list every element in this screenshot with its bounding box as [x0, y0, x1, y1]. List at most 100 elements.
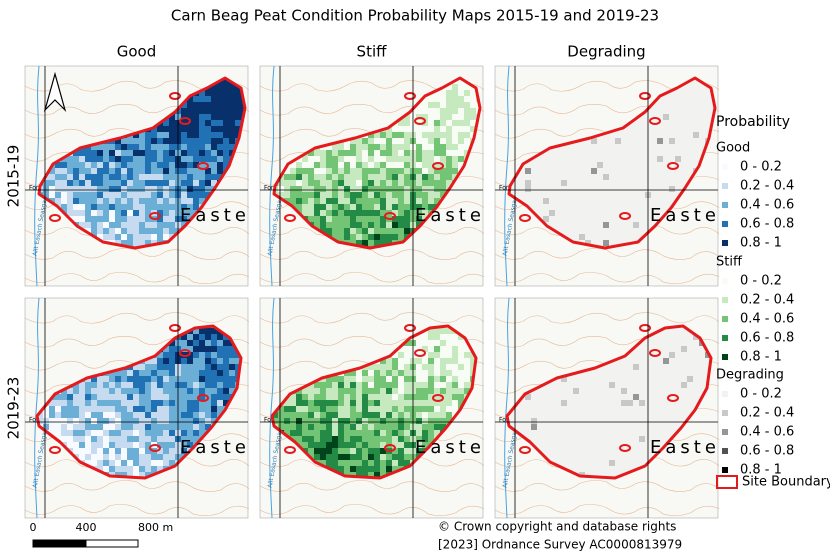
raster-cell: [67, 388, 73, 394]
raster-cell: [627, 144, 633, 150]
raster-cell: [127, 210, 133, 216]
raster-cell: [187, 174, 193, 180]
raster-cell: [109, 394, 115, 400]
raster-cell: [284, 186, 290, 192]
raster-cell: [73, 168, 79, 174]
raster-cell: [115, 168, 121, 174]
raster-cell: [193, 198, 199, 204]
raster-cell: [380, 144, 386, 150]
raster-cell: [205, 156, 211, 162]
raster-cell: [368, 186, 374, 192]
raster-cell: [205, 192, 211, 198]
raster-cell: [145, 168, 151, 174]
raster-cell: [67, 400, 73, 406]
raster-cell: [452, 84, 458, 90]
raster-cell: [362, 216, 368, 222]
raster-cell: [681, 102, 687, 108]
raster-cell: [452, 138, 458, 144]
raster-cell: [452, 114, 458, 120]
raster-cell: [181, 174, 187, 180]
raster-cell: [687, 168, 693, 174]
raster-cell: [181, 340, 187, 346]
raster-cell: [615, 222, 621, 228]
raster-cell: [537, 198, 543, 204]
raster-cell: [73, 388, 79, 394]
raster-cell: [181, 376, 187, 382]
raster-cell: [223, 78, 229, 84]
raster-cell: [573, 216, 579, 222]
raster-cell: [290, 162, 296, 168]
raster-cell: [314, 168, 320, 174]
raster-cell: [211, 144, 217, 150]
raster-cell: [422, 144, 428, 150]
raster-cell: [404, 198, 410, 204]
raster-cell: [145, 156, 151, 162]
raster-cell: [73, 400, 79, 406]
raster-cell: [549, 150, 555, 156]
raster-cell: [428, 150, 434, 156]
raster-cell: [163, 394, 169, 400]
raster-cell: [103, 210, 109, 216]
raster-cell: [404, 150, 410, 156]
raster-cell: [169, 358, 175, 364]
raster-cell: [344, 150, 350, 156]
raster-cell: [561, 156, 567, 162]
raster-cell: [458, 84, 464, 90]
raster-cell: [326, 210, 332, 216]
raster-cell: [519, 192, 525, 198]
raster-cell: [525, 192, 531, 198]
raster-cell: [609, 198, 615, 204]
raster-cell: [193, 388, 199, 394]
place-label: Easte: [650, 205, 720, 226]
raster-cell: [121, 210, 127, 216]
raster-cell: [127, 376, 133, 382]
raster-cell: [639, 228, 645, 234]
raster-cell: [145, 364, 151, 370]
raster-cell: [675, 108, 681, 114]
raster-cell: [133, 156, 139, 162]
raster-cell: [404, 168, 410, 174]
raster-cell: [621, 228, 627, 234]
raster-cell: [187, 388, 193, 394]
raster-cell: [121, 370, 127, 376]
raster-cell: [693, 138, 699, 144]
raster-cell: [705, 108, 711, 114]
raster-cell: [434, 90, 440, 96]
raster-cell: [145, 132, 151, 138]
raster-cell: [585, 186, 591, 192]
raster-cell: [320, 192, 326, 198]
raster-cell: [675, 126, 681, 132]
raster-cell: [651, 210, 657, 216]
raster-cell: [669, 108, 675, 114]
raster-cell: [169, 228, 175, 234]
raster-cell: [603, 216, 609, 222]
raster-cell: [362, 144, 368, 150]
raster-cell: [669, 192, 675, 198]
raster-cell: [151, 198, 157, 204]
raster-cell: [452, 126, 458, 132]
raster-cell: [235, 90, 241, 96]
raster-cell: [217, 174, 223, 180]
raster-cell: [362, 198, 368, 204]
raster-cell: [585, 162, 591, 168]
raster-cell: [85, 150, 91, 156]
raster-cell: [169, 162, 175, 168]
raster-cell: [591, 138, 597, 144]
raster-cell: [169, 394, 175, 400]
raster-cell: [597, 156, 603, 162]
raster-cell: [470, 108, 476, 114]
raster-cell: [133, 382, 139, 388]
raster-cell: [109, 162, 115, 168]
raster-cell: [615, 210, 621, 216]
raster-cell: [597, 198, 603, 204]
raster-cell: [440, 168, 446, 174]
raster-cell: [217, 388, 223, 394]
column-label: Good: [117, 43, 157, 61]
raster-cell: [211, 108, 217, 114]
raster-cell: [199, 400, 205, 406]
raster-cell: [109, 144, 115, 150]
raster-cell: [567, 180, 573, 186]
raster-cell: [211, 90, 217, 96]
raster-cell: [651, 132, 657, 138]
raster-cell: [217, 334, 223, 340]
